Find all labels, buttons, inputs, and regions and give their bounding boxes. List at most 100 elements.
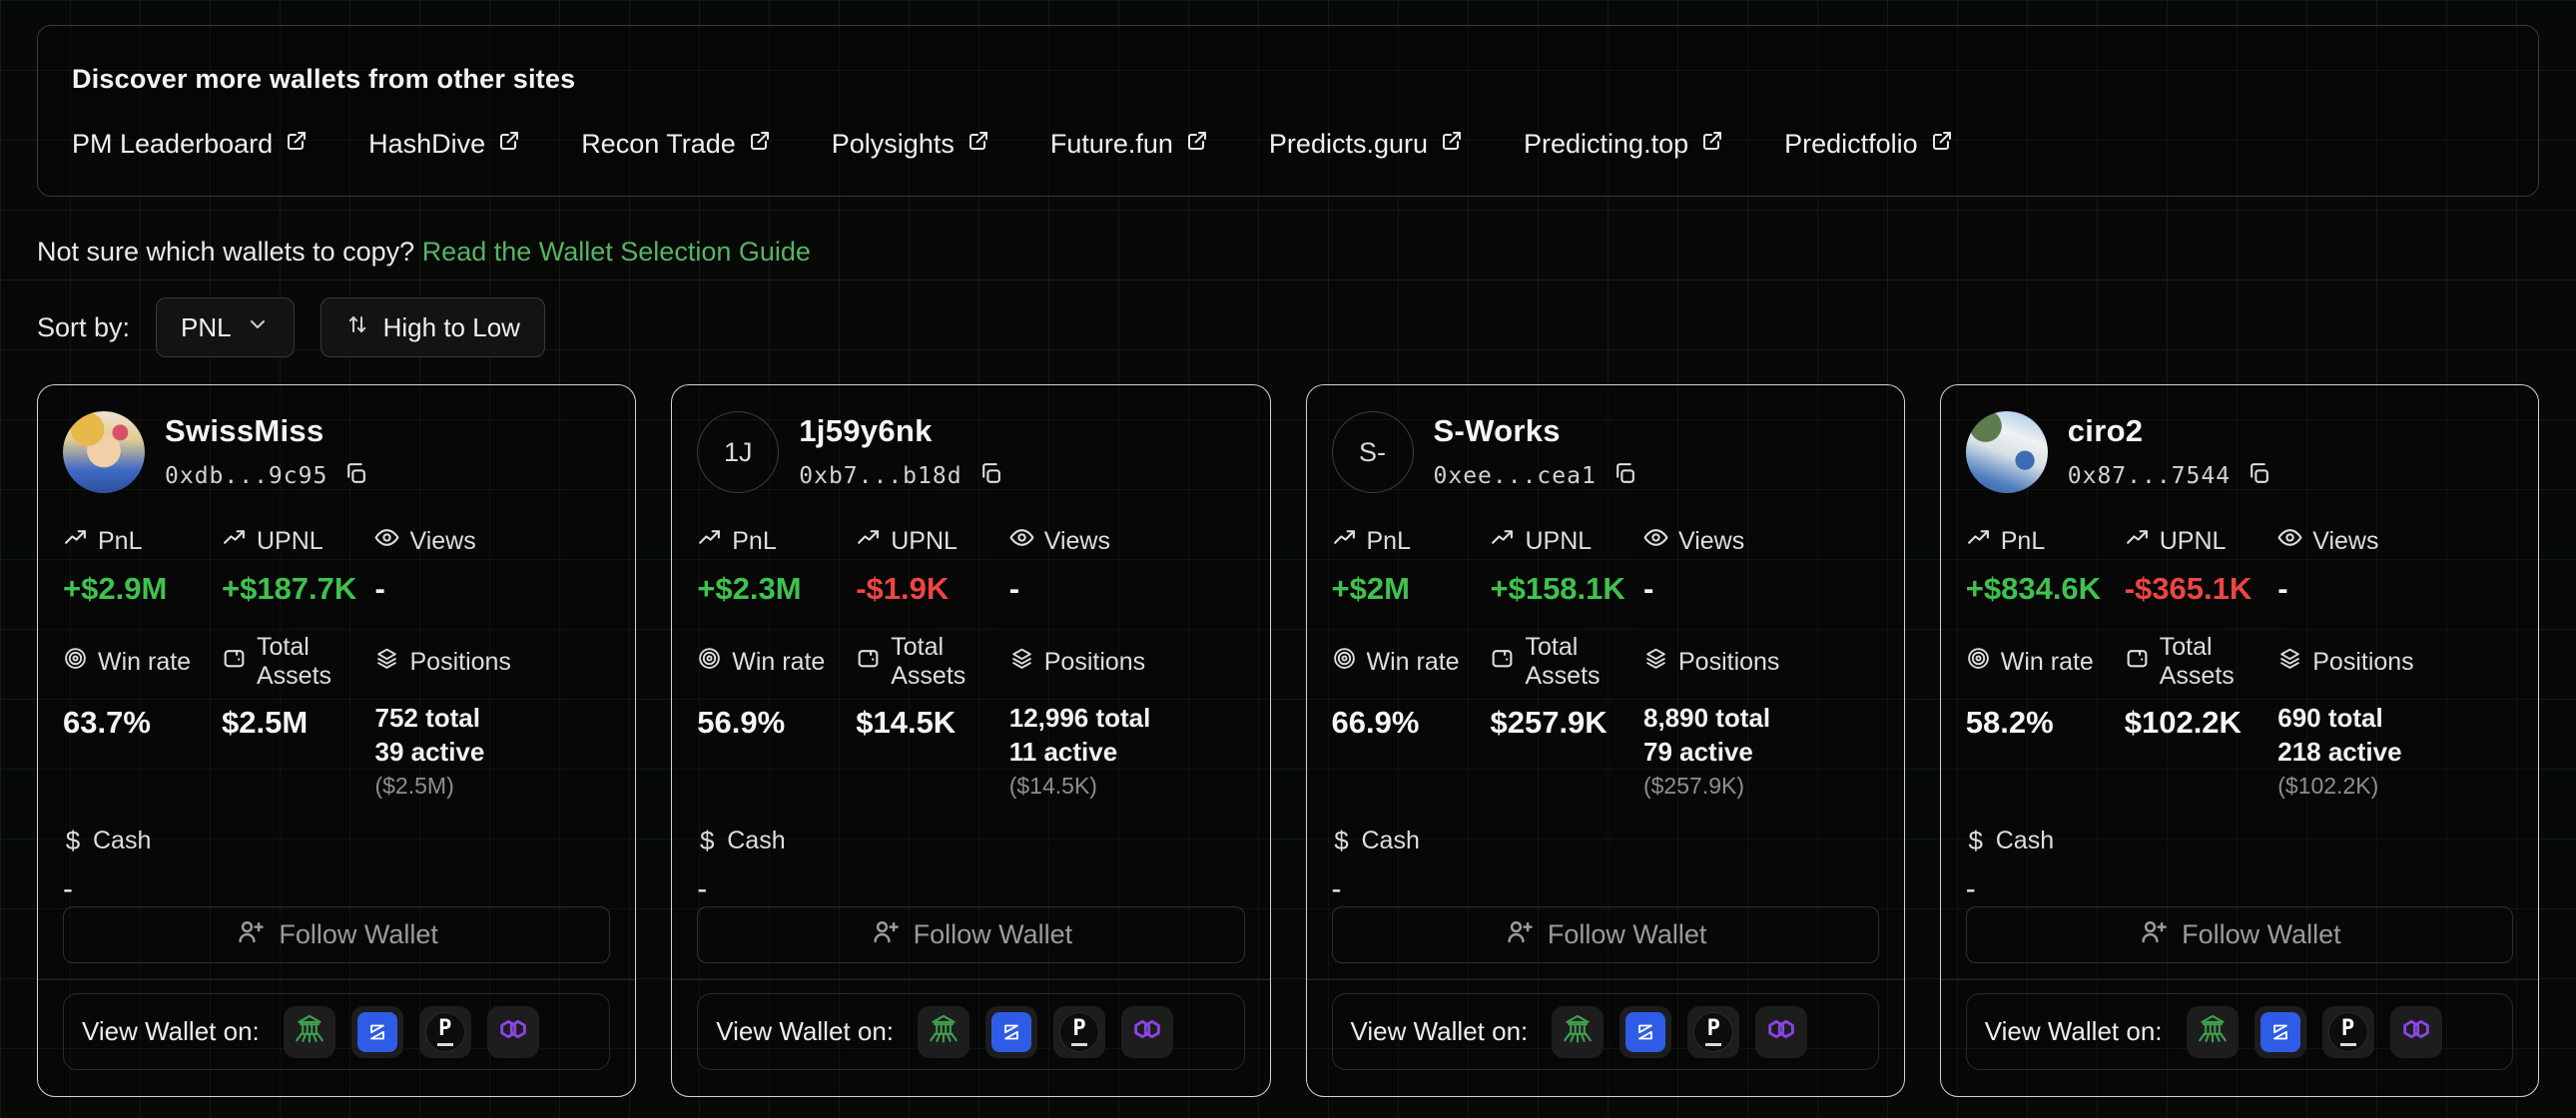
upnl-value: +$158.1K	[1490, 571, 1625, 606]
copy-address-icon[interactable]	[978, 461, 1003, 492]
view-site-temple-button[interactable]	[283, 1005, 335, 1058]
cash-section: $ Cash -	[1966, 826, 2513, 906]
view-site-polygon-button[interactable]	[1755, 1005, 1808, 1058]
cash-label: $ Cash	[63, 826, 610, 856]
view-wallet-site-tiles: P	[1552, 1005, 1808, 1058]
follow-wallet-button[interactable]: Follow Wallet	[63, 906, 611, 963]
view-site-polygon-button[interactable]	[1121, 1005, 1173, 1058]
views-label: Views	[2277, 525, 2513, 557]
cash-value: -	[1331, 872, 1342, 905]
pnl-value: +$834.6K	[1965, 571, 2102, 606]
sort-order-button[interactable]: High to Low	[320, 297, 545, 357]
zerion-icon	[1625, 1011, 1666, 1052]
external-link-icon	[1440, 129, 1464, 160]
external-site-link[interactable]: Predictfolio	[1784, 129, 1954, 160]
external-site-link[interactable]: Future.fun	[1050, 129, 1209, 160]
trend-up-icon	[697, 525, 722, 557]
external-link-icon	[497, 129, 521, 160]
total-assets-value: $102.2K	[2124, 705, 2242, 740]
polygon-icon	[496, 1012, 530, 1051]
view-site-zerion-button[interactable]	[1619, 1005, 1672, 1058]
positions-active: 39 active	[374, 737, 485, 767]
wallet-icon	[1490, 646, 1515, 678]
polygon-icon	[1130, 1012, 1164, 1051]
external-site-link[interactable]: Predicting.top	[1524, 129, 1724, 160]
divider	[38, 978, 636, 980]
chevron-down-icon	[246, 312, 270, 343]
p-flag-icon: P	[424, 1011, 465, 1052]
eye-icon	[1643, 525, 1668, 557]
external-site-link[interactable]: Polysights	[832, 129, 990, 160]
views-label: Views	[1643, 525, 1879, 557]
pnl-value: +$2M	[1331, 571, 1410, 606]
cash-label: $ Cash	[1332, 826, 1879, 856]
view-site-polygon-button[interactable]	[486, 1005, 539, 1058]
site-link-label: HashDive	[368, 129, 486, 159]
view-site-zerion-button[interactable]	[2254, 1005, 2306, 1058]
win-rate-label: Win rate	[697, 633, 856, 691]
site-link-label: Future.fun	[1049, 129, 1173, 159]
positions-active: 79 active	[1642, 737, 1753, 767]
temple-icon	[927, 1012, 961, 1051]
divider	[1306, 978, 1904, 980]
sort-field-value: PNL	[181, 311, 232, 342]
view-site-pflag-button[interactable]: P	[1053, 1005, 1105, 1058]
follow-wallet-button[interactable]: Follow Wallet	[1965, 906, 2513, 963]
positions-dollar-value: ($2.5M)	[374, 773, 454, 799]
view-site-temple-button[interactable]	[918, 1005, 969, 1058]
pnl-value: +$2.9M	[63, 571, 168, 606]
wallet-card: SwissMiss 0xdb...9c95 PnL	[37, 384, 637, 1097]
positions-active: 11 active	[1008, 737, 1118, 767]
positions-dollar-value: ($102.2K)	[2277, 773, 2379, 799]
eye-icon	[1009, 525, 1034, 557]
copy-address-icon[interactable]	[1612, 461, 1637, 492]
positions-total: 12,996 total	[1008, 703, 1151, 733]
view-site-pflag-button[interactable]: P	[2321, 1005, 2374, 1058]
dollar-icon: $	[1334, 826, 1349, 855]
total-assets-label: Total Assets	[222, 633, 375, 691]
view-site-temple-button[interactable]	[1552, 1005, 1605, 1058]
follow-wallet-label: Follow Wallet	[279, 918, 438, 949]
view-wallet-on-row: View Wallet on:	[63, 993, 611, 1070]
positions-label: Positions	[1009, 633, 1245, 691]
follow-wallet-button[interactable]: Follow Wallet	[697, 906, 1245, 963]
view-site-polygon-button[interactable]	[2389, 1005, 2442, 1058]
discover-panel: Discover more wallets from other sites P…	[37, 25, 2539, 197]
follow-wallet-label: Follow Wallet	[913, 918, 1073, 949]
cash-value: -	[697, 872, 708, 905]
view-site-zerion-button[interactable]	[350, 1005, 403, 1058]
copy-address-icon[interactable]	[2247, 461, 2271, 492]
external-site-link[interactable]: PM Leaderboard	[72, 129, 309, 160]
follow-wallet-button[interactable]: Follow Wallet	[1331, 906, 1879, 963]
follow-wallet-label: Follow Wallet	[1547, 918, 1707, 949]
wallet-address-text: 0xee...cea1	[1433, 463, 1597, 489]
external-site-link[interactable]: Predicts.guru	[1269, 129, 1464, 160]
external-link-icon	[966, 129, 990, 160]
external-link-icon	[1185, 129, 1209, 160]
view-site-pflag-button[interactable]: P	[418, 1005, 471, 1058]
view-site-zerion-button[interactable]	[985, 1005, 1037, 1058]
wallet-name: 1j59y6nk	[799, 412, 933, 448]
pnl-label: PnL	[1332, 525, 1491, 557]
external-site-link[interactable]: Recon Trade	[581, 129, 772, 160]
wallet-address-text: 0xb7...b18d	[799, 463, 963, 489]
wallet-selection-guide-link[interactable]: Read the Wallet Selection Guide	[421, 237, 811, 267]
view-wallet-on-label: View Wallet on:	[82, 1016, 260, 1047]
views-value: -	[1642, 571, 1654, 606]
external-site-link[interactable]: HashDive	[368, 129, 521, 160]
cash-section: $ Cash -	[63, 826, 610, 906]
positions-dollar-value: ($257.9K)	[1642, 773, 1744, 799]
sort-field-dropdown[interactable]: PNL	[156, 297, 295, 357]
divider	[672, 978, 1270, 980]
win-rate-label: Win rate	[63, 633, 222, 691]
view-site-pflag-button[interactable]: P	[1687, 1005, 1740, 1058]
p-flag-icon: P	[1693, 1011, 1734, 1052]
layers-icon	[2277, 646, 2302, 678]
copy-address-icon[interactable]	[343, 461, 368, 492]
external-link-icon	[285, 129, 309, 160]
wallet-stats: PnL UPNL Views +$2.9M +$187.7K - Win rat…	[63, 525, 610, 800]
views-value: -	[374, 571, 385, 606]
avatar: S-	[1331, 411, 1414, 493]
view-site-temple-button[interactable]	[2186, 1005, 2239, 1058]
guide-row: Not sure which wallets to copy? Read the…	[37, 237, 2539, 268]
